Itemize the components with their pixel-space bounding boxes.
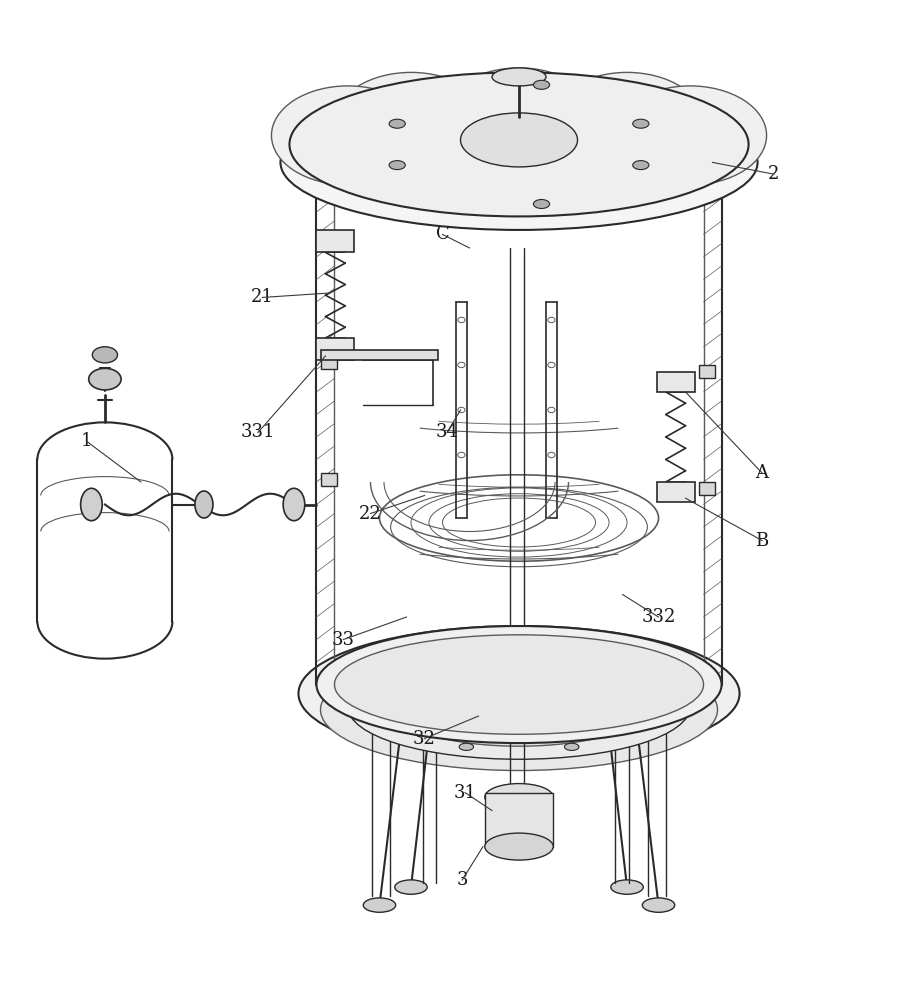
Text: B: B: [755, 532, 768, 550]
Ellipse shape: [484, 784, 553, 811]
Ellipse shape: [272, 86, 424, 185]
Bar: [484, 793, 553, 847]
Ellipse shape: [347, 655, 689, 759]
Ellipse shape: [389, 119, 405, 128]
Ellipse shape: [389, 161, 405, 170]
Bar: [698, 365, 714, 378]
Ellipse shape: [548, 362, 555, 368]
Ellipse shape: [394, 880, 427, 894]
Text: 33: 33: [332, 631, 354, 649]
Ellipse shape: [492, 68, 546, 86]
Bar: [316, 338, 354, 360]
Ellipse shape: [548, 317, 555, 323]
Ellipse shape: [88, 368, 121, 390]
Ellipse shape: [92, 347, 117, 363]
Ellipse shape: [442, 68, 595, 167]
Ellipse shape: [299, 626, 739, 761]
Ellipse shape: [457, 407, 465, 413]
Text: 1: 1: [81, 432, 93, 450]
Ellipse shape: [457, 362, 465, 368]
Bar: [656, 372, 694, 392]
Ellipse shape: [612, 86, 766, 185]
Bar: [320, 356, 336, 369]
Ellipse shape: [484, 833, 553, 860]
Ellipse shape: [641, 898, 674, 912]
Ellipse shape: [195, 491, 213, 518]
Ellipse shape: [406, 703, 420, 711]
Ellipse shape: [550, 72, 703, 171]
Ellipse shape: [80, 488, 102, 521]
Text: 31: 31: [453, 784, 476, 802]
Ellipse shape: [290, 72, 748, 216]
Ellipse shape: [610, 880, 642, 894]
Text: 21: 21: [251, 288, 273, 306]
Ellipse shape: [548, 407, 555, 413]
Bar: [316, 230, 354, 252]
Text: 32: 32: [412, 730, 436, 748]
Text: 34: 34: [435, 423, 458, 441]
Ellipse shape: [458, 664, 473, 671]
Ellipse shape: [548, 452, 555, 458]
Bar: [698, 482, 714, 495]
Ellipse shape: [616, 703, 630, 711]
Ellipse shape: [533, 199, 549, 208]
Ellipse shape: [457, 452, 465, 458]
Ellipse shape: [564, 664, 578, 671]
Ellipse shape: [320, 649, 717, 771]
Ellipse shape: [363, 898, 395, 912]
Ellipse shape: [283, 488, 305, 521]
Ellipse shape: [457, 317, 465, 323]
Text: 332: 332: [640, 608, 675, 626]
Ellipse shape: [632, 119, 649, 128]
Bar: [656, 482, 694, 502]
Text: 331: 331: [241, 423, 275, 441]
Text: 2: 2: [768, 165, 778, 183]
Ellipse shape: [334, 72, 487, 171]
Text: C: C: [435, 225, 449, 243]
Ellipse shape: [316, 626, 721, 743]
Text: 3: 3: [456, 871, 467, 889]
Ellipse shape: [458, 743, 473, 750]
Text: A: A: [755, 464, 768, 482]
Ellipse shape: [391, 668, 647, 746]
Text: 22: 22: [359, 505, 382, 523]
Ellipse shape: [632, 161, 649, 170]
Ellipse shape: [460, 113, 577, 167]
Bar: [320, 350, 437, 360]
Ellipse shape: [334, 635, 703, 734]
Ellipse shape: [533, 80, 549, 89]
Ellipse shape: [281, 95, 757, 230]
Ellipse shape: [564, 743, 578, 750]
Bar: [320, 473, 336, 486]
